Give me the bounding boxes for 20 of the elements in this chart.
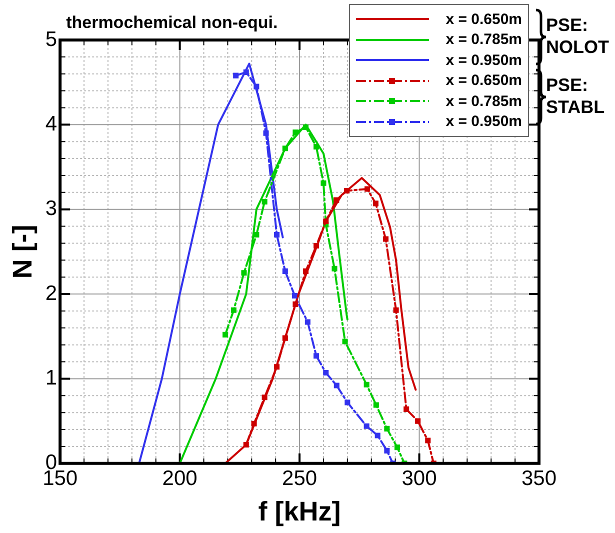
y-tick-label: 3 <box>45 197 58 220</box>
legend-label: x = 0.650m <box>446 10 522 28</box>
text: PSE: STABL <box>546 74 606 118</box>
legend-label: x = 0.785m <box>446 92 522 110</box>
x-tick-label: 250 <box>282 466 318 490</box>
legend-label: x = 0.785m <box>446 31 522 48</box>
legend-label: x = 0.950m <box>446 52 522 69</box>
text: PSE: NOLOT <box>546 14 609 58</box>
y-axis-title: N [-] <box>8 224 38 279</box>
x-tick-label: 300 <box>402 466 437 490</box>
legend-label: x = 0.950m <box>446 113 522 130</box>
y-tick-label: 4 <box>45 112 58 136</box>
x-tick-label: 200 <box>162 466 198 490</box>
y-tick-label: 1 <box>45 366 58 390</box>
legend-label: x = 0.650m <box>446 72 522 90</box>
chart-title: thermochemical non-equi. <box>66 13 278 32</box>
x-tick-label: 350 <box>521 466 557 490</box>
x-axis-title: f [kHz] <box>258 496 341 526</box>
y-tick-label: 2 <box>45 282 58 305</box>
y-tick-label: 5 <box>45 28 58 51</box>
